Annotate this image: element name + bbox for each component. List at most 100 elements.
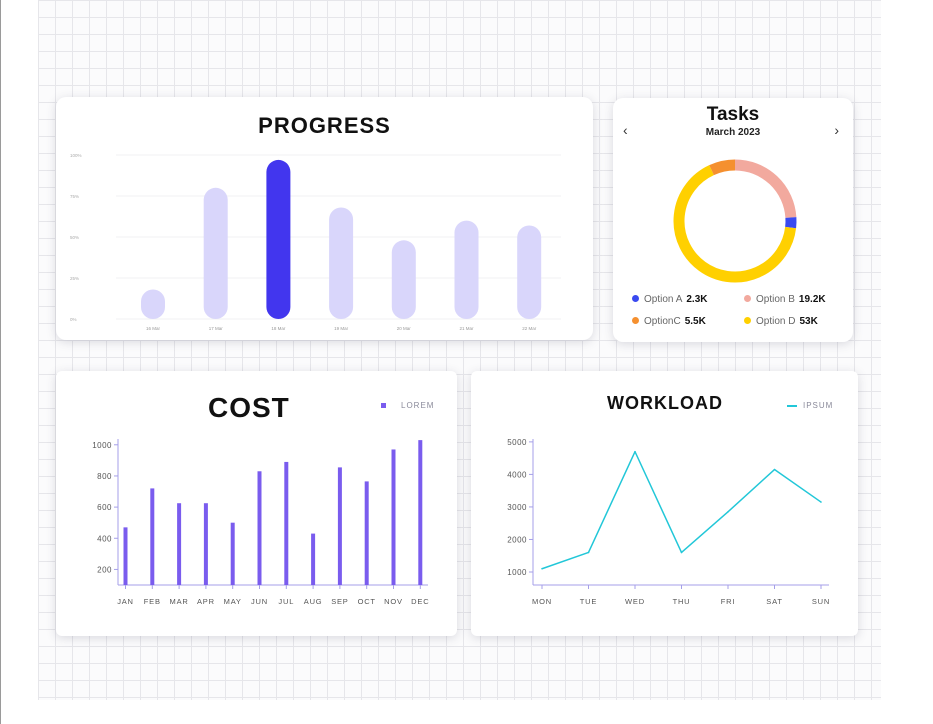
progress-ytick-label: 75% xyxy=(70,194,79,199)
cost-xtick-label: MAR xyxy=(170,597,189,606)
cost-ytick-label: 800 xyxy=(97,472,112,481)
workload-point xyxy=(587,551,590,554)
cost-card: COST LOREM 200 400 600 800 1000 JAN FEB MAR APR M… xyxy=(56,371,457,636)
chevron-right-icon[interactable]: › xyxy=(834,122,839,138)
workload-xtick-label: MON xyxy=(532,597,552,606)
workload-ytick-label: 5000 xyxy=(507,438,527,447)
progress-bar xyxy=(141,289,165,319)
legend-option-c: OptionC 5.5K xyxy=(632,316,706,327)
cost-xtick-label: SEP xyxy=(331,597,348,606)
progress-xtick-label: 21 Mar xyxy=(459,326,474,331)
option-d-label: Option D xyxy=(756,316,796,327)
legend-option-b: Option B 19.2K xyxy=(744,294,826,305)
progress-ytick-label: 25% xyxy=(70,276,79,281)
workload-xtick-label: WED xyxy=(625,597,645,606)
progress-bar xyxy=(203,187,228,319)
workload-legend-line xyxy=(787,405,797,407)
workload-point xyxy=(541,567,543,570)
progress-ytick-label: 100% xyxy=(70,153,82,158)
option-d-value: 53K xyxy=(799,316,818,327)
left-border xyxy=(0,0,1,724)
cost-ytick-label: 1000 xyxy=(92,441,112,450)
progress-bar xyxy=(329,207,354,319)
progress-bar xyxy=(391,240,416,319)
option-b-label: Option B xyxy=(756,294,795,305)
cost-bar xyxy=(203,503,208,585)
tasks-month: March 2023 xyxy=(705,127,761,138)
workload-chart: 1000 2000 3000 4000 5000 MON TUE WED THU FRI SAT SU… xyxy=(507,438,830,606)
progress-ytick-label: 0% xyxy=(70,317,77,322)
tasks-donut-chart xyxy=(673,159,797,283)
cost-chart: 200 400 600 800 1000 JAN FEB MAR APR MAY JUN JUL AUG… xyxy=(92,439,429,606)
workload-xtick-label: SAT xyxy=(766,597,782,606)
option-a-value: 2.3K xyxy=(686,294,708,305)
progress-xtick-label: 22 Mar xyxy=(522,326,537,331)
cost-xtick-label: AUG xyxy=(304,597,323,606)
progress-xtick-label: 17 Mar xyxy=(209,326,224,331)
cost-bar xyxy=(311,533,316,585)
workload-legend-label: IPSUM xyxy=(803,401,834,410)
cost-ytick-label: 600 xyxy=(97,503,112,512)
option-c-value: 5.5K xyxy=(684,316,706,327)
workload-point xyxy=(820,501,822,503)
option-b-swatch xyxy=(744,295,751,302)
option-c-swatch xyxy=(632,317,639,324)
legend-option-d: Option D 53K xyxy=(744,316,818,327)
workload-xtick-label: TUE xyxy=(580,597,597,606)
cost-bar xyxy=(391,449,396,585)
workload-title: WORKLOAD xyxy=(607,393,723,413)
cost-xtick-label: JUN xyxy=(251,597,268,606)
progress-xtick-label: 19 Mar xyxy=(334,326,349,331)
legend-option-a: Option A 2.3K xyxy=(632,294,707,305)
workload-point xyxy=(727,511,729,513)
progress-xtick-label: 16 Mar xyxy=(146,326,161,331)
progress-bar xyxy=(266,159,291,319)
cost-legend-label: LOREM xyxy=(401,401,435,410)
option-a-swatch xyxy=(632,295,639,302)
cost-xtick-label: DEC xyxy=(411,597,429,606)
cost-bar xyxy=(257,471,262,585)
cost-xtick-label: APR xyxy=(197,597,215,606)
workload-card: WORKLOAD IPSUM 1000 2000 3000 4000 5000 MON TU… xyxy=(471,371,858,636)
tasks-card: Tasks March 2023 ‹ › Option A 2.3K Option… xyxy=(613,98,853,342)
progress-card: PROGRESS 0% 25% 50% 75% 100% 16 Mar 17 Mar 18 M… xyxy=(56,97,593,340)
cost-bar xyxy=(284,461,289,585)
workload-ytick-label: 3000 xyxy=(507,503,527,512)
workload-point xyxy=(634,450,636,453)
cost-xtick-label: NOV xyxy=(384,597,403,606)
cost-title: COST xyxy=(208,392,290,423)
progress-ytick-label: 50% xyxy=(70,235,79,240)
workload-ytick-label: 1000 xyxy=(507,568,527,577)
cost-ytick-label: 400 xyxy=(97,534,112,543)
workload-point xyxy=(773,468,776,471)
cost-xtick-label: JAN xyxy=(117,597,134,606)
workload-ytick-label: 2000 xyxy=(507,535,527,544)
option-b-value: 19.2K xyxy=(798,294,826,305)
cost-bar xyxy=(364,481,369,585)
workload-point xyxy=(680,551,683,554)
cost-xtick-label: JUL xyxy=(278,597,294,606)
cost-bar xyxy=(418,440,423,585)
progress-xtick-label: 20 Mar xyxy=(397,326,412,331)
option-a-label: Option A xyxy=(644,294,683,305)
workload-xtick-label: SUN xyxy=(812,597,830,606)
cost-xtick-label: OCT xyxy=(358,597,376,606)
workload-line xyxy=(541,450,822,570)
chevron-left-icon[interactable]: ‹ xyxy=(623,122,628,138)
workload-xtick-label: THU xyxy=(673,597,691,606)
progress-bar xyxy=(517,225,542,319)
progress-chart: 0% 25% 50% 75% 100% 16 Mar 17 Mar 18 Mar 19 Mar 2… xyxy=(70,153,561,331)
progress-title: PROGRESS xyxy=(258,113,391,138)
cost-bar xyxy=(230,522,235,585)
option-d-swatch xyxy=(744,317,751,324)
progress-xtick-label: 18 Mar xyxy=(271,326,286,331)
cost-xtick-label: FEB xyxy=(144,597,161,606)
tasks-title: Tasks xyxy=(706,104,760,125)
donut-slice xyxy=(734,159,797,219)
cost-bar xyxy=(337,467,342,585)
cost-xtick-label: MAY xyxy=(224,597,242,606)
workload-ytick-label: 4000 xyxy=(507,470,527,479)
donut-slice xyxy=(709,159,736,176)
cost-bar xyxy=(150,488,155,585)
donut-slice xyxy=(673,165,797,283)
